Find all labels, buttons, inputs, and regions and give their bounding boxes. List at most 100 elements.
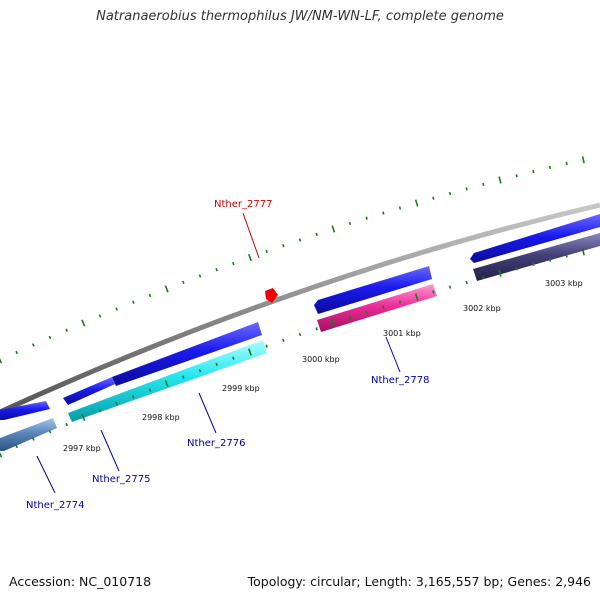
inner-tick: [298, 332, 302, 337]
outer-tick: [432, 196, 435, 200]
inner-tick: [398, 300, 402, 304]
callout-line-nther-2774: [36, 455, 56, 494]
inner-tick: [15, 444, 19, 449]
outer-tick: [65, 328, 68, 332]
inner-tick: [98, 408, 102, 413]
inner-tick: [482, 276, 485, 280]
inner-tick: [548, 258, 552, 262]
outer-tick: [182, 280, 185, 285]
outer-tick: [232, 261, 235, 266]
outer-tick: [115, 307, 118, 311]
gene-bar-cyan: [68, 340, 267, 422]
outer-tick: [398, 206, 402, 210]
outer-tick: [265, 249, 268, 254]
gene-arrow-forward: [112, 322, 262, 386]
outer-tick: [0, 358, 3, 364]
kbp-label: 2998 kbp: [142, 413, 180, 422]
gene-marker-nther-2777: [265, 288, 278, 303]
inner-tick: [365, 310, 368, 315]
inner-tick: [232, 356, 235, 360]
inner-tick: [198, 368, 202, 373]
inner-tick: [465, 280, 468, 285]
inner-tick: [315, 327, 318, 331]
gene-arrow-forward: [470, 214, 600, 263]
outer-tick: [565, 161, 568, 166]
reverse-strand-genes: [0, 233, 600, 451]
gene-label-nther-2777[interactable]: Nther_2777: [214, 199, 272, 210]
outer-tick: [198, 274, 202, 278]
gene-bar-steelblue: [0, 418, 57, 451]
gene-label-nther-2776[interactable]: Nther_2776: [187, 438, 245, 449]
inner-tick: [31, 437, 35, 441]
outer-tick: [98, 314, 102, 318]
kbp-label: 3002 kbp: [463, 304, 501, 313]
inner-tick: [164, 379, 169, 388]
outer-tick: [465, 187, 468, 191]
inner-tick: [182, 375, 185, 379]
inner-tick: [348, 316, 352, 320]
inner-tick: [331, 319, 336, 327]
kbp-label: 3003 kbp: [545, 279, 583, 288]
inner-tick: [132, 395, 135, 399]
inner-tick: [65, 422, 68, 427]
outer-tick: [581, 156, 585, 164]
inner-tick: [81, 413, 86, 422]
outer-tick: [132, 300, 135, 304]
gene-label-nther-2778[interactable]: Nther_2778: [371, 375, 429, 386]
gene-arrow-forward: [63, 377, 115, 405]
inner-tick: [515, 267, 518, 271]
inner-tick: [565, 254, 568, 258]
inner-tick: [432, 290, 435, 294]
outer-tick: [382, 211, 385, 215]
inner-tick: [115, 401, 118, 406]
outer-tick: [48, 335, 52, 340]
outer-tick: [414, 199, 419, 207]
outer-tick: [148, 293, 152, 298]
kbp-label: 3000 kbp: [302, 355, 340, 364]
kbp-label: 2997 kbp: [63, 444, 101, 453]
callout-line-nther-2777: [242, 212, 260, 259]
outer-tick: [331, 225, 336, 233]
accession-text: Accession: NC_010718: [9, 574, 152, 589]
inner-tick: [48, 430, 52, 434]
inner-scale-ticks: [0, 248, 585, 458]
inner-tick: [581, 248, 585, 256]
outer-tick-ring: [0, 156, 585, 364]
outer-tick: [248, 253, 252, 262]
outer-tick: [81, 319, 86, 327]
callout-line-nther-2776: [198, 392, 217, 434]
outer-tick: [315, 232, 318, 237]
kbp-label: 2999 kbp: [222, 384, 260, 393]
inner-tick: [498, 269, 502, 277]
inner-tick: [282, 338, 285, 342]
outer-tick: [31, 343, 35, 347]
outer-tick: [348, 221, 352, 226]
inner-tick: [532, 262, 535, 267]
callout-line-nther-2775: [100, 429, 120, 472]
outer-tick: [282, 244, 285, 248]
inner-tick: [248, 348, 252, 356]
gene-label-nther-2774[interactable]: Nther_2774: [26, 500, 84, 511]
inner-tick: [0, 452, 3, 458]
outer-tick: [448, 191, 452, 196]
outer-tick: [515, 174, 518, 178]
kbp-labels: 2997 kbp 2998 kbp 2999 kbp 3000 kbp 3001…: [63, 279, 583, 453]
inner-tick: [265, 344, 268, 348]
gene-callout-lines: [36, 212, 401, 494]
outer-tick: [15, 350, 19, 355]
outer-tick: [532, 169, 535, 174]
inner-tick: [382, 305, 385, 309]
genome-backbone: [0, 202, 600, 415]
outer-tick: [365, 216, 368, 220]
outer-tick: [298, 238, 302, 242]
forward-strand-genes: [0, 214, 600, 420]
inner-tick: [414, 293, 419, 301]
outer-tick: [215, 268, 218, 272]
outer-tick: [548, 165, 552, 170]
gene-labels: Nther_2774 Nther_2775 Nther_2776 Nther_2…: [26, 199, 429, 511]
map-title: Natranaerobius thermophilus JW/NM-WN-LF,…: [96, 9, 504, 24]
gene-label-nther-2775[interactable]: Nther_2775: [92, 474, 150, 485]
outer-tick: [482, 182, 485, 187]
gene-bar-pink: [317, 284, 437, 332]
